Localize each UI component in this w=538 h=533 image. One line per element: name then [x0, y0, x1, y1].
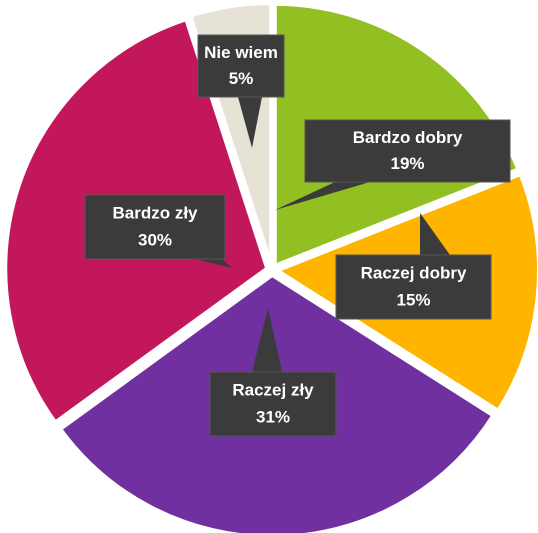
value-label: 5% [229, 69, 254, 88]
callout-box [209, 371, 337, 437]
value-label: 15% [396, 291, 430, 310]
callout-pointer [252, 308, 282, 372]
category-label: Raczej dobry [361, 264, 467, 283]
value-label: 19% [390, 154, 424, 173]
callout-box [197, 34, 285, 98]
callout-pointer [195, 259, 232, 268]
value-label: 31% [256, 408, 290, 427]
callout-pointer [275, 182, 370, 210]
category-label: Raczej zły [232, 381, 314, 400]
callout-pointer [420, 213, 450, 255]
callout-box [304, 119, 511, 183]
callout-box [84, 194, 226, 260]
category-label: Bardzo dobry [353, 128, 463, 147]
callout-box [335, 254, 492, 320]
value-label: 30% [138, 231, 172, 250]
callout-pointer [238, 97, 262, 148]
category-label: Nie wiem [204, 43, 278, 62]
category-label: Bardzo zły [112, 204, 198, 223]
